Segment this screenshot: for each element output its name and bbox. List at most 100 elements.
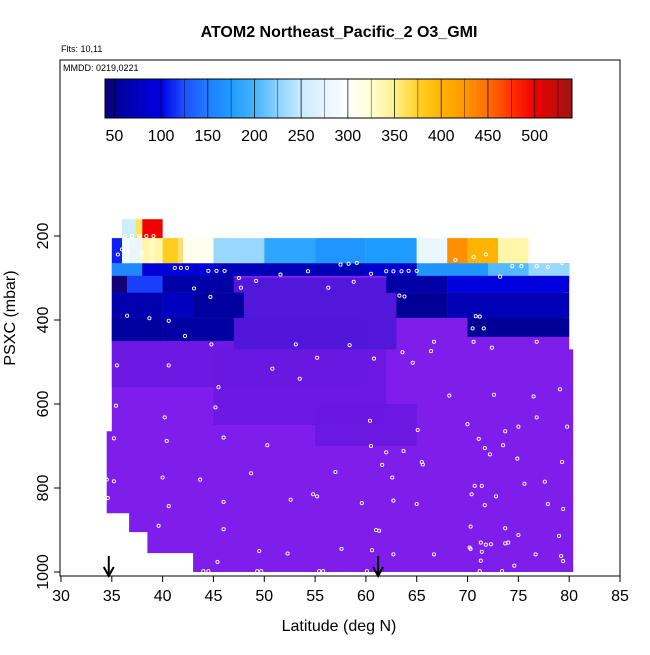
sample-point bbox=[111, 479, 116, 484]
sample-point bbox=[184, 265, 190, 270]
colorbar-segment bbox=[224, 79, 227, 118]
colorbar-segment bbox=[301, 79, 304, 118]
sample-point bbox=[500, 569, 505, 574]
sample-point bbox=[338, 262, 343, 267]
sample-point bbox=[488, 542, 493, 547]
colorbar-segment bbox=[450, 79, 453, 118]
arrow-head bbox=[372, 566, 384, 579]
heatmap-cell bbox=[264, 238, 316, 264]
colorbar-segment bbox=[487, 79, 491, 118]
heatmap-cell bbox=[111, 317, 163, 341]
sample-point bbox=[560, 459, 565, 465]
colorbar-segment bbox=[344, 79, 347, 118]
sample-point bbox=[400, 350, 405, 355]
colorbar-segment bbox=[553, 79, 556, 118]
sample-point bbox=[216, 385, 221, 390]
colorbar-segment bbox=[430, 79, 433, 118]
colorbar-segment bbox=[349, 79, 353, 118]
colorbar-segment bbox=[121, 79, 125, 118]
colorbar-tick-label: 500 bbox=[521, 128, 548, 145]
colorbar-segment bbox=[441, 79, 444, 118]
colorbar-segment bbox=[215, 79, 218, 118]
heatmap-cell bbox=[162, 292, 194, 318]
colorbar-segment bbox=[444, 79, 448, 118]
sample-point bbox=[178, 265, 183, 270]
colorbar-segment bbox=[514, 79, 517, 118]
colorbar-segment bbox=[190, 79, 194, 118]
colorbar-segment bbox=[153, 79, 156, 118]
colorbar-segment bbox=[306, 79, 310, 118]
heatmap-cell bbox=[467, 317, 570, 337]
sample-point bbox=[560, 260, 565, 265]
colorbar-segment bbox=[495, 79, 498, 118]
colorbar-segment bbox=[202, 79, 205, 118]
colorbar-segment bbox=[366, 79, 369, 118]
colorbar-segment bbox=[282, 79, 285, 118]
x-tick-label: 85 bbox=[611, 588, 629, 605]
sample-point bbox=[380, 462, 385, 467]
sample-point bbox=[534, 415, 539, 420]
colorbar-segment bbox=[405, 79, 409, 118]
colorbar-segment bbox=[515, 79, 519, 118]
colorbar-segment bbox=[116, 79, 119, 118]
flight-arrows bbox=[102, 556, 384, 579]
heatmap-cell bbox=[447, 238, 468, 264]
colorbar-segment bbox=[267, 79, 270, 118]
heatmap-cell bbox=[213, 263, 366, 276]
sample-point bbox=[501, 443, 506, 448]
colorbar-segment bbox=[508, 79, 511, 118]
colorbar: 50 100 150 200 250 300 350 400 450 500 bbox=[104, 78, 573, 145]
colorbar-segment bbox=[108, 79, 112, 118]
sample-point bbox=[534, 264, 539, 269]
sample-point bbox=[163, 555, 168, 560]
sample-point bbox=[359, 501, 364, 506]
sample-point bbox=[476, 436, 481, 441]
colorbar-segment bbox=[387, 79, 390, 118]
sample-point bbox=[122, 233, 128, 239]
sample-point bbox=[465, 422, 470, 427]
colorbar-segment bbox=[144, 79, 147, 118]
heatmap-cell bbox=[487, 263, 529, 276]
colorbar-segment bbox=[452, 79, 455, 118]
sample-point bbox=[333, 469, 338, 475]
colorbar-segment bbox=[525, 79, 528, 118]
x-tick-label: 55 bbox=[306, 588, 324, 605]
colorbar-segment bbox=[566, 79, 569, 118]
sample-point bbox=[288, 497, 293, 502]
sample-point bbox=[213, 405, 218, 410]
heatmap-cell bbox=[315, 238, 366, 264]
sample-point bbox=[221, 499, 226, 504]
colorbar-segment bbox=[194, 79, 198, 118]
sample-point bbox=[311, 492, 316, 497]
sample-point bbox=[166, 504, 171, 509]
colorbar-segment bbox=[288, 79, 291, 118]
heatmap-cell bbox=[127, 275, 163, 293]
colorbar-segment bbox=[157, 79, 160, 118]
sample-point bbox=[285, 551, 290, 556]
sample-point bbox=[164, 438, 169, 444]
colorbar-segment bbox=[256, 79, 259, 118]
colorbar-segment bbox=[407, 79, 410, 118]
heatmap-cell bbox=[498, 238, 529, 264]
colorbar-segment bbox=[467, 79, 470, 118]
sample-point bbox=[477, 314, 482, 319]
heatmap-cell bbox=[213, 238, 265, 264]
flights-info: Flts: 10,11 bbox=[61, 44, 102, 54]
colorbar-segment bbox=[504, 79, 508, 118]
colorbar-segment bbox=[555, 79, 558, 118]
colorbar-segment bbox=[123, 79, 127, 118]
colorbar-segment bbox=[431, 79, 435, 118]
colorbar-segment bbox=[200, 79, 203, 118]
sample-point bbox=[471, 339, 476, 344]
colorbar-segment bbox=[299, 79, 302, 118]
colorbar-segment bbox=[437, 79, 440, 118]
colorbar-segment bbox=[286, 79, 289, 118]
sample-point bbox=[471, 254, 476, 260]
sample-point bbox=[551, 257, 556, 262]
heatmap-cell bbox=[162, 317, 234, 341]
colorbar-segment bbox=[149, 79, 153, 118]
heatmap-cell bbox=[386, 275, 448, 293]
sample-point bbox=[542, 479, 547, 484]
heatmap-cell bbox=[142, 219, 163, 239]
sample-point bbox=[339, 546, 344, 551]
